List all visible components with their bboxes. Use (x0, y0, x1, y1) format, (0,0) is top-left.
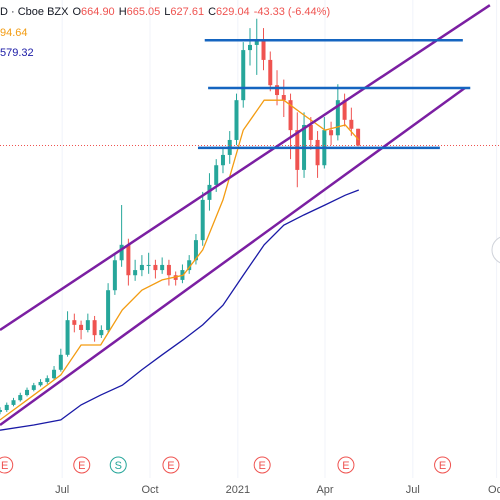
header-key: C (208, 6, 216, 18)
candle-body (315, 139, 320, 166)
trend-line (0, 4, 491, 332)
moving-average (0, 189, 360, 431)
event-label: E (1, 460, 8, 472)
event-label: E (439, 460, 446, 472)
candle-body (52, 369, 57, 379)
candle-body (275, 85, 280, 96)
candle-body (126, 244, 131, 276)
indicator-value: 579.32 (0, 47, 34, 59)
candle-body (329, 130, 334, 136)
candle-body (200, 199, 205, 241)
overlay: JulOct2021AprJulOctEESEEEED · Cboe BZXO6… (0, 6, 500, 496)
event-marker[interactable] (109, 456, 127, 474)
candle-body (342, 100, 347, 120)
header-key: H (119, 6, 127, 18)
candle-body (248, 44, 252, 51)
event-label: E (167, 460, 174, 472)
candle-body (268, 59, 273, 86)
candle-body (254, 40, 259, 45)
candle-body (241, 50, 246, 101)
header-value: 629.04 (216, 6, 250, 18)
candle-body (92, 320, 97, 336)
candle-body (261, 40, 266, 60)
candle-body (349, 119, 354, 129)
side-toggle[interactable] (491, 236, 500, 264)
x-tick-label: Jul (406, 484, 420, 496)
candle-body (18, 395, 23, 401)
candle-body (85, 320, 90, 330)
candle-body (356, 128, 361, 146)
candle-body (45, 378, 50, 382)
candle-body (166, 264, 171, 276)
header-source: D · Cboe BZX (0, 6, 69, 18)
x-tick-label: 2021 (226, 484, 250, 496)
candle-body (79, 324, 84, 330)
indicator-value: 94.64 (0, 27, 28, 39)
candle-body (112, 260, 117, 291)
event-label: E (78, 460, 85, 472)
candle-body (72, 320, 77, 325)
candle-body (4, 404, 9, 411)
header-value: 627.61 (170, 6, 204, 18)
candle-body (335, 100, 340, 136)
candle-body (0, 410, 2, 412)
candle-body (106, 290, 111, 330)
event-label: E (258, 460, 265, 472)
header-value: 664.90 (81, 6, 115, 18)
candle-body (288, 100, 293, 131)
event-marker[interactable] (337, 456, 355, 474)
candle-body (281, 95, 286, 101)
candle-body (139, 264, 144, 271)
candle-body (133, 270, 138, 276)
candle-body (214, 165, 219, 185)
candle-body (160, 264, 165, 271)
event-marker[interactable] (434, 456, 452, 474)
candle-body (220, 154, 225, 166)
candle-body (173, 275, 178, 280)
x-tick-label: Oct (141, 484, 158, 496)
trend-line (0, 86, 466, 427)
candle-body (11, 400, 16, 405)
candle-body (146, 264, 151, 266)
x-tick-label: Oct (488, 484, 500, 496)
candle-body (31, 385, 36, 390)
candle-body (65, 320, 70, 355)
candle-body (308, 124, 313, 140)
moving-average (0, 99, 360, 421)
header: D · Cboe BZX O664.90 H665.05 L627.61 C629.04… (0, 6, 330, 18)
candle-body (99, 330, 104, 336)
candle-body (58, 354, 63, 370)
candle-body (187, 260, 192, 271)
candle-body (119, 244, 124, 261)
candle-body (25, 389, 30, 396)
x-tick-label: Jul (55, 484, 69, 496)
event-label: S (115, 460, 122, 472)
candle-body (234, 100, 239, 140)
event-marker[interactable] (73, 456, 91, 474)
plot-area (0, 4, 500, 431)
header-value: 665.05 (127, 6, 161, 18)
event-marker[interactable] (162, 456, 180, 474)
header-change: -43.33 (-6.44%) (254, 6, 330, 18)
candle-body (153, 264, 158, 271)
header-key: L (164, 6, 170, 18)
candle-body (295, 130, 300, 170)
event-marker[interactable] (253, 456, 271, 474)
x-tick-label: Apr (316, 484, 333, 496)
header-key: O (72, 6, 81, 18)
candle-body (38, 381, 43, 386)
event-label: E (342, 460, 349, 472)
candle-body (193, 240, 198, 261)
event-marker[interactable] (0, 456, 14, 474)
